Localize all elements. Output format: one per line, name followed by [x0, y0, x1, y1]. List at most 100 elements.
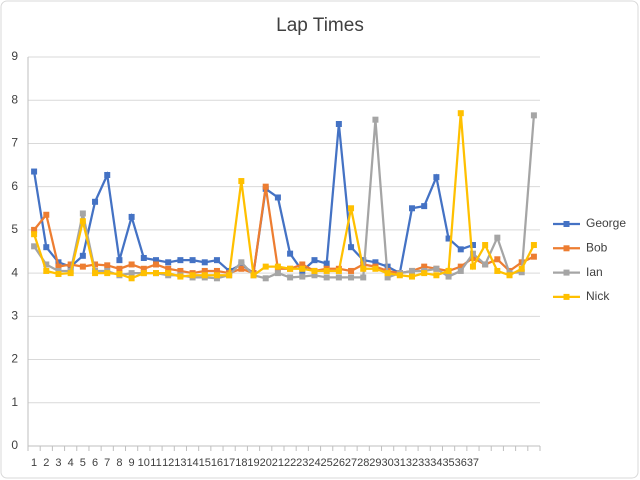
- point-marker: [433, 265, 440, 272]
- y-tick-label: 8: [11, 92, 18, 106]
- x-tick-label: 2: [43, 457, 49, 469]
- point-marker: [79, 263, 86, 270]
- x-tick-label: 31: [394, 457, 406, 469]
- x-tick-label: 13: [174, 457, 186, 469]
- point-marker: [348, 274, 355, 281]
- point-marker: [177, 267, 184, 274]
- point-marker: [530, 242, 537, 249]
- point-marker: [262, 183, 269, 190]
- point-marker: [311, 267, 318, 274]
- point-marker: [530, 253, 537, 260]
- x-tick-label: 15: [199, 457, 211, 469]
- point-marker: [238, 265, 245, 272]
- point-marker: [274, 270, 281, 277]
- point-marker: [43, 267, 50, 274]
- point-marker: [518, 265, 525, 272]
- point-marker: [213, 272, 220, 279]
- point-marker: [299, 261, 306, 268]
- point-marker: [128, 270, 135, 277]
- point-marker: [445, 267, 452, 274]
- point-marker: [274, 194, 281, 201]
- point-marker: [165, 270, 172, 277]
- x-tick-label: 28: [357, 457, 369, 469]
- x-tick-label: 4: [68, 457, 74, 469]
- point-marker: [116, 265, 123, 272]
- point-marker: [128, 213, 135, 220]
- point-marker: [140, 265, 147, 272]
- point-marker: [360, 274, 367, 281]
- point-marker: [287, 250, 294, 257]
- x-tick-label: 6: [92, 457, 98, 469]
- point-marker: [104, 270, 111, 277]
- x-tick-label: 32: [406, 457, 418, 469]
- point-marker: [445, 273, 452, 280]
- x-tick-label: 30: [381, 457, 393, 469]
- point-marker: [348, 267, 355, 274]
- legend-marker: [563, 269, 570, 276]
- point-marker: [238, 259, 245, 266]
- point-marker: [457, 267, 464, 274]
- point-marker: [469, 263, 476, 270]
- x-tick-label: 11: [150, 457, 161, 469]
- point-marker: [311, 272, 318, 279]
- x-tick-label: 9: [129, 457, 135, 469]
- point-marker: [299, 265, 306, 272]
- point-marker: [348, 205, 355, 212]
- point-marker: [43, 211, 50, 218]
- point-marker: [433, 174, 440, 181]
- x-tick-label: 16: [211, 457, 223, 469]
- point-marker: [92, 198, 99, 205]
- point-marker: [79, 218, 86, 225]
- point-marker: [201, 272, 208, 279]
- point-marker: [482, 261, 489, 268]
- y-tick-label: 9: [11, 49, 18, 63]
- point-marker: [323, 260, 330, 267]
- point-marker: [262, 263, 269, 270]
- point-marker: [92, 261, 99, 268]
- x-tick-label: 22: [284, 457, 296, 469]
- legend-marker: [563, 245, 570, 252]
- x-tick-label: 35: [442, 457, 454, 469]
- point-marker: [104, 262, 111, 269]
- point-marker: [299, 273, 306, 280]
- x-tick-label: 36: [455, 457, 467, 469]
- point-marker: [201, 267, 208, 274]
- point-marker: [384, 270, 391, 277]
- point-marker: [311, 257, 318, 264]
- point-marker: [153, 257, 159, 264]
- x-tick-label: 21: [272, 457, 284, 469]
- x-tick-label: 10: [138, 457, 150, 469]
- y-tick-label: 4: [11, 265, 18, 279]
- x-tick-label: 12: [162, 457, 174, 469]
- point-marker: [238, 178, 245, 185]
- point-marker: [372, 116, 379, 123]
- point-marker: [55, 267, 62, 274]
- x-tick-label: 5: [80, 457, 86, 469]
- point-marker: [43, 261, 50, 268]
- point-marker: [335, 120, 342, 127]
- point-marker: [384, 274, 391, 281]
- point-marker: [116, 270, 123, 277]
- point-marker: [335, 274, 342, 281]
- legend-marker: [563, 293, 570, 300]
- x-tick-label: 18: [235, 457, 247, 469]
- point-marker: [421, 263, 428, 270]
- point-marker: [457, 110, 464, 117]
- point-marker: [67, 270, 74, 277]
- y-tick-label: 6: [11, 179, 18, 193]
- point-marker: [213, 257, 220, 264]
- point-marker: [372, 259, 379, 266]
- point-marker: [140, 254, 147, 261]
- x-tick-label: 14: [186, 457, 198, 469]
- point-marker: [457, 246, 464, 253]
- point-marker: [128, 275, 135, 282]
- point-marker: [482, 242, 489, 249]
- x-tick-label: 33: [418, 457, 430, 469]
- point-marker: [128, 261, 135, 268]
- point-marker: [421, 203, 428, 210]
- x-tick-label: 20: [260, 457, 272, 469]
- point-marker: [55, 263, 62, 270]
- point-marker: [153, 270, 159, 277]
- y-tick-label: 1: [11, 395, 18, 409]
